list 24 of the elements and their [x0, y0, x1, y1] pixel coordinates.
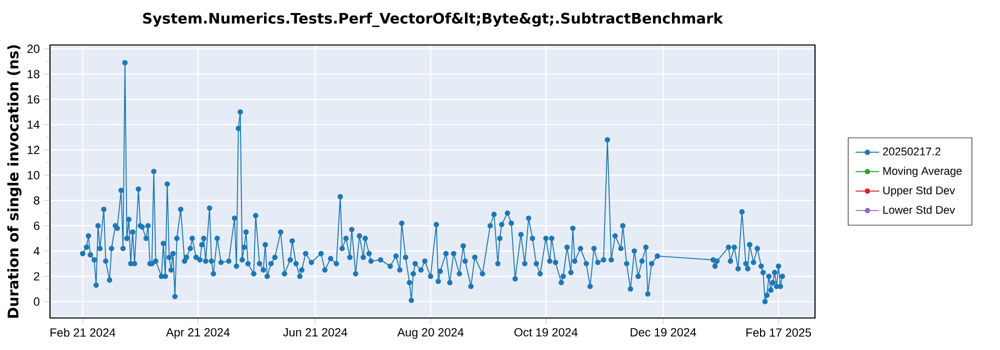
y-tick-label: 14 [28, 120, 40, 129]
y-tick-label: 10 [28, 171, 40, 180]
chart-title: System.Numerics.Tests.Perf_VectorOf&lt;Byte&gt;.SubtractBenchmark [143, 12, 724, 27]
legend-label: Moving Average [883, 166, 962, 178]
y-tick-label: 18 [28, 70, 40, 78]
y-axis-title: Duration of single invocation (ns) [7, 45, 22, 318]
y-tick-label: 8 [34, 196, 40, 205]
x-tick-label: Dec 19 2024 [630, 328, 696, 336]
y-tick-label: 6 [34, 222, 40, 230]
y-tick-label: 20 [27, 44, 40, 53]
y-tick-label: 4 [34, 246, 40, 256]
y-tick-label: 16 [28, 95, 40, 104]
legend-label: 20250217.2 [883, 148, 940, 156]
x-tick-label: Feb 21 2024 [50, 328, 116, 337]
legend-label: Upper Std Dev [883, 186, 955, 197]
y-tick-label: 12 [28, 146, 40, 154]
x-tick-label: Feb 17 2025 [746, 328, 812, 337]
x-tick-label: Oct 19 2024 [514, 328, 578, 336]
y-tick-label: 0 [34, 297, 40, 306]
x-tick-label: Jun 21 2024 [283, 328, 348, 336]
x-tick-label: Aug 20 2024 [397, 328, 464, 339]
y-tick-label: 2 [34, 272, 40, 280]
x-tick-label: Apr 21 2024 [166, 328, 230, 339]
legend-label: Lower Std Dev [883, 206, 955, 214]
